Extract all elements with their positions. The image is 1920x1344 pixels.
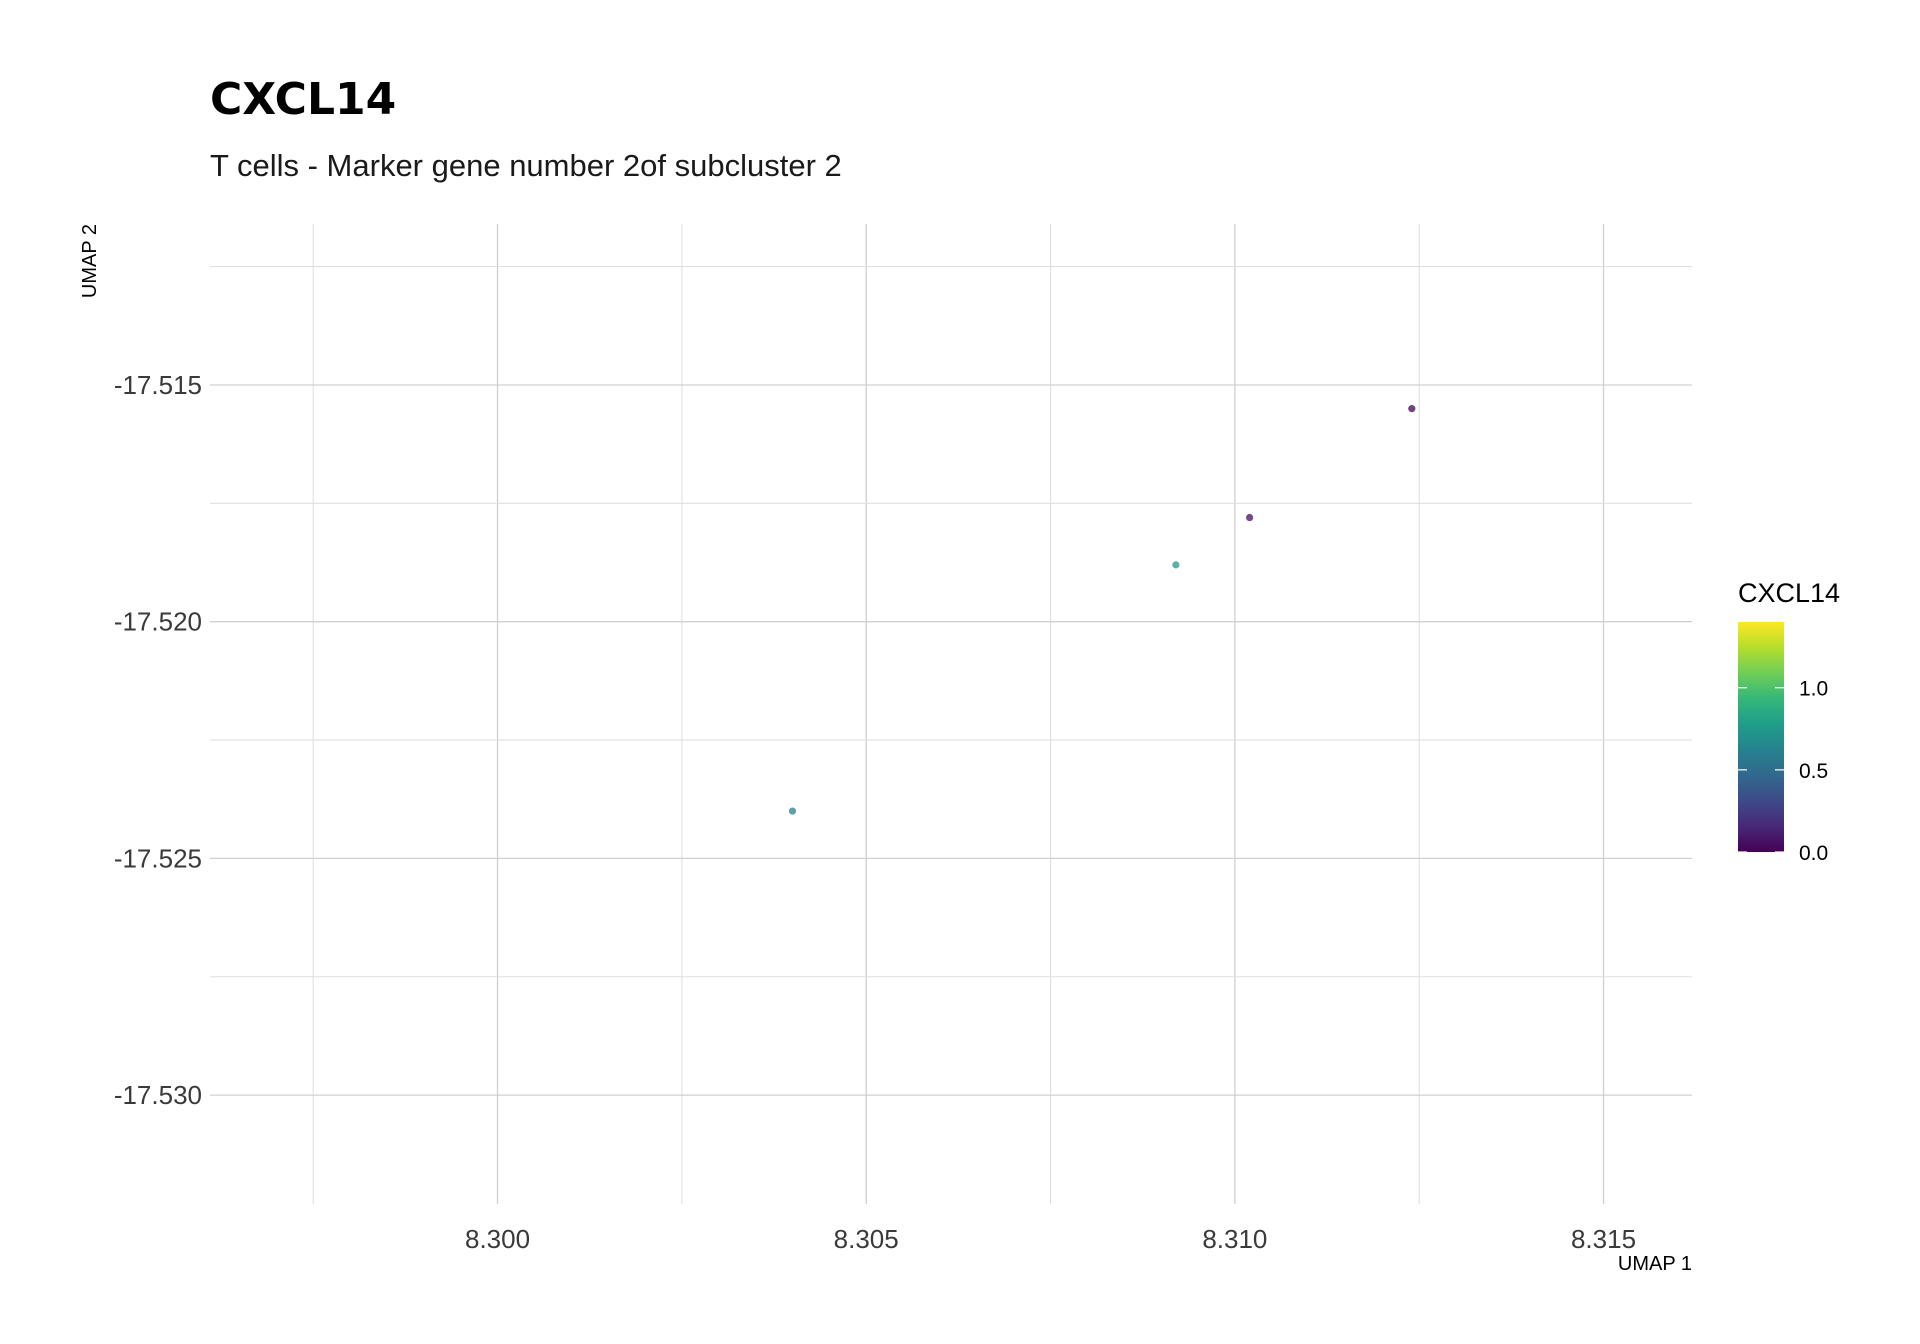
data-point <box>1172 561 1180 569</box>
y-tick-label: -17.530 <box>114 1080 202 1110</box>
y-tick-label: -17.520 <box>114 607 202 637</box>
x-tick-label: 8.305 <box>834 1224 899 1254</box>
legend-tick-label: 0.0 <box>1799 842 1828 865</box>
legend-title: CXCL14 <box>1738 578 1840 608</box>
chart-title: CXCL14 <box>210 74 396 125</box>
x-axis-label: UMAP 1 <box>1618 1253 1692 1275</box>
x-tick-label: 8.300 <box>465 1224 530 1254</box>
legend-tick-label: 1.0 <box>1799 678 1828 701</box>
y-tick-label: -17.515 <box>114 370 202 400</box>
legend-tick-label: 0.5 <box>1799 760 1828 783</box>
x-tick-label: 8.310 <box>1202 1224 1267 1254</box>
data-points <box>788 405 1416 815</box>
grid-lines <box>210 224 1692 1204</box>
x-tick-label: 8.315 <box>1571 1224 1636 1254</box>
y-axis-ticks: -17.515 -17.520 -17.525 -17.530 <box>114 370 202 1110</box>
data-point <box>788 807 797 815</box>
color-legend: CXCL14 0.0 0.5 1.0 <box>1738 578 1840 865</box>
data-point <box>1408 405 1416 413</box>
y-tick-label: -17.525 <box>114 843 202 873</box>
chart-subtitle: T cells - Marker gene number 2of subclus… <box>210 148 842 183</box>
y-axis-label: UMAP 2 <box>79 224 101 298</box>
legend-ticks: 0.0 0.5 1.0 <box>1738 678 1828 865</box>
data-point <box>1246 513 1254 522</box>
legend-colorbar <box>1738 622 1784 852</box>
x-axis-ticks: 8.300 8.305 8.310 8.315 <box>465 1224 1636 1254</box>
